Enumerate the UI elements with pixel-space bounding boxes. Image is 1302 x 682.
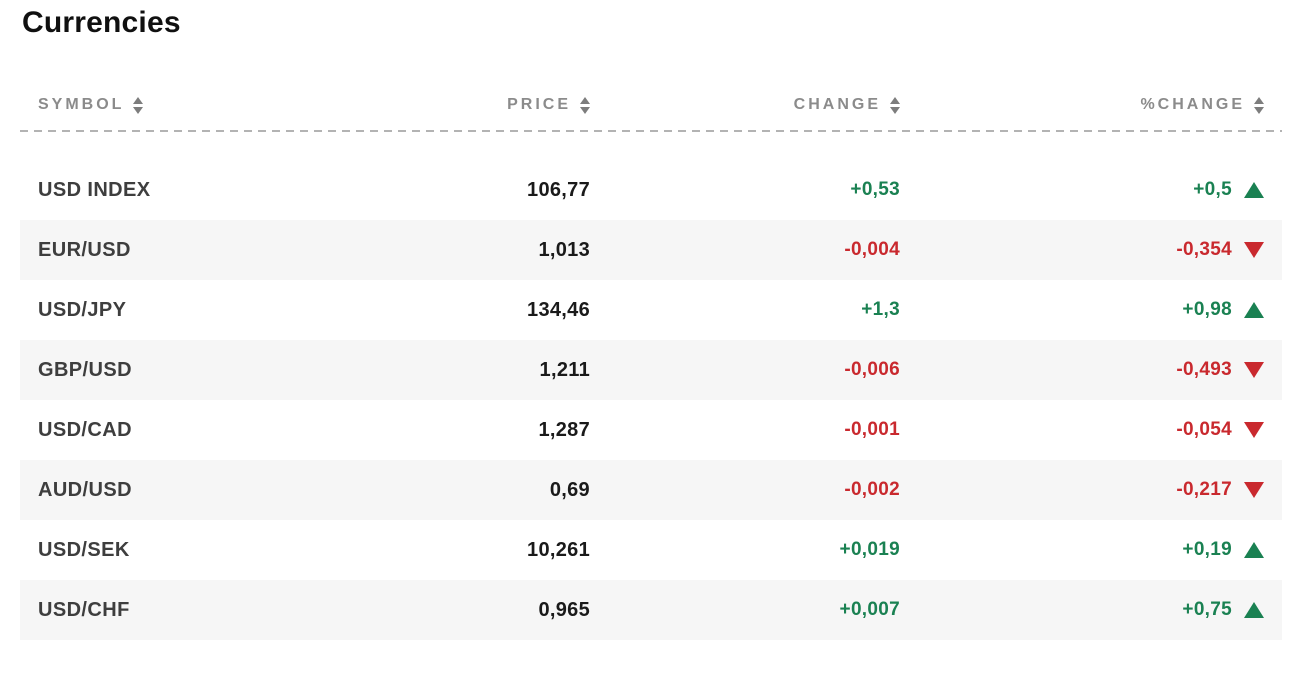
pct-change-value: -0,217 (1176, 479, 1232, 500)
sort-up-icon (580, 96, 590, 104)
pct-change-value: -0,054 (1176, 419, 1232, 440)
change-cell: -0,002 (844, 479, 900, 500)
column-header-pct-change-label: %CHANGE (1140, 96, 1245, 113)
column-header-change[interactable]: CHANGE (590, 96, 900, 114)
price-cell: 106,77 (527, 178, 590, 201)
price-cell: 134,46 (527, 298, 590, 321)
table-header-row: SYMBOL PRICE CHANGE %CHANGE (20, 96, 1282, 130)
table-row[interactable]: AUD/USD 0,69 -0,002 -0,217 (20, 460, 1282, 520)
pct-change-cell: -0,493 (900, 359, 1282, 381)
table-row[interactable]: USD/CHF 0,965 +0,007 +0,75 (20, 580, 1282, 640)
column-header-price[interactable]: PRICE (370, 96, 590, 114)
direction-icon (1244, 482, 1264, 498)
pct-change-cell: +0,19 (900, 539, 1282, 561)
pct-change-cell: +0,75 (900, 599, 1282, 621)
pct-change-cell: -0,217 (900, 479, 1282, 501)
direction-icon (1244, 542, 1264, 558)
currencies-widget: Currencies SYMBOL PRICE CHANGE %CHANGE U… (20, 6, 1282, 640)
price-cell: 1,211 (539, 358, 590, 381)
symbol-cell: EUR/USD (38, 238, 131, 261)
change-cell: +0,019 (839, 539, 900, 560)
change-cell: +0,53 (850, 179, 900, 200)
price-cell: 1,287 (538, 418, 590, 441)
table-row[interactable]: GBP/USD 1,211 -0,006 -0,493 (20, 340, 1282, 400)
change-cell: -0,004 (844, 239, 900, 260)
sort-up-icon (1254, 96, 1264, 104)
sort-up-icon (133, 96, 144, 104)
price-cell: 1,013 (538, 238, 590, 261)
sort-up-icon (890, 96, 900, 104)
direction-icon (1244, 422, 1264, 438)
direction-icon (1244, 242, 1264, 258)
pct-change-cell: +0,5 (900, 179, 1282, 201)
symbol-cell: AUD/USD (38, 478, 132, 501)
price-cell: 10,261 (527, 538, 590, 561)
pct-change-value: +0,5 (1193, 179, 1232, 200)
column-header-symbol[interactable]: SYMBOL (20, 96, 370, 114)
column-header-symbol-label: SYMBOL (38, 96, 125, 113)
symbol-cell: GBP/USD (38, 358, 132, 381)
sort-icon[interactable] (133, 96, 144, 114)
pct-change-value: +0,75 (1182, 599, 1232, 620)
change-cell: +1,3 (861, 299, 900, 320)
pct-change-cell: -0,054 (900, 419, 1282, 441)
pct-change-cell: +0,98 (900, 299, 1282, 321)
pct-change-value: +0,98 (1182, 299, 1232, 320)
table-row[interactable]: USD/JPY 134,46 +1,3 +0,98 (20, 280, 1282, 340)
sort-icon[interactable] (890, 96, 900, 114)
change-cell: -0,006 (844, 359, 900, 380)
sort-icon[interactable] (1254, 96, 1264, 114)
table-row[interactable]: EUR/USD 1,013 -0,004 -0,354 (20, 220, 1282, 280)
table-row[interactable]: USD/CAD 1,287 -0,001 -0,054 (20, 400, 1282, 460)
symbol-cell: USD/CAD (38, 418, 132, 441)
column-header-change-label: CHANGE (793, 96, 881, 113)
sort-down-icon (580, 106, 590, 114)
price-cell: 0,965 (538, 598, 590, 621)
direction-icon (1244, 362, 1264, 378)
price-cell: 0,69 (549, 478, 590, 501)
sort-down-icon (133, 106, 144, 114)
symbol-cell: USD/SEK (38, 538, 130, 561)
sort-down-icon (1254, 106, 1264, 114)
sort-down-icon (890, 106, 900, 114)
page-title: Currencies (22, 6, 181, 39)
table-body: USD INDEX 106,77 +0,53 +0,5 EUR/USD 1,01… (20, 160, 1282, 640)
direction-icon (1244, 302, 1264, 318)
direction-icon (1244, 182, 1264, 198)
pct-change-value: -0,493 (1176, 359, 1232, 380)
symbol-cell: USD/CHF (38, 598, 130, 621)
column-header-price-label: PRICE (507, 96, 571, 113)
header-divider (20, 130, 1282, 132)
pct-change-cell: -0,354 (900, 239, 1282, 261)
sort-icon[interactable] (580, 96, 590, 114)
direction-icon (1244, 602, 1264, 618)
symbol-cell: USD INDEX (38, 178, 151, 201)
table-row[interactable]: USD INDEX 106,77 +0,53 +0,5 (20, 160, 1282, 220)
table-row[interactable]: USD/SEK 10,261 +0,019 +0,19 (20, 520, 1282, 580)
change-cell: -0,001 (844, 419, 900, 440)
change-cell: +0,007 (839, 599, 900, 620)
column-header-pct-change[interactable]: %CHANGE (900, 96, 1282, 114)
pct-change-value: -0,354 (1176, 239, 1232, 260)
pct-change-value: +0,19 (1182, 539, 1232, 560)
symbol-cell: USD/JPY (38, 298, 127, 321)
